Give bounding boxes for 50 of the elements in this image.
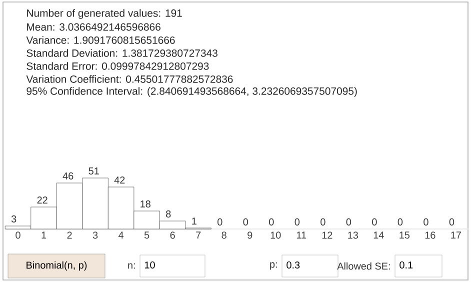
- x-tick-label: 10: [270, 232, 281, 239]
- x-tick-label: 3: [92, 232, 98, 239]
- data-label: 0: [449, 218, 454, 226]
- data-label: 18: [140, 200, 150, 208]
- data-label: 0: [320, 218, 326, 226]
- x-tick-label: 13: [348, 232, 358, 239]
- text: Binomial(n, p): [26, 261, 87, 271]
- text: n:: [128, 263, 135, 269]
- x-tick-label: 14: [374, 232, 384, 238]
- text: Standard Error: 0.09997842912807293: [26, 62, 209, 70]
- data-label: 0: [269, 218, 274, 226]
- text: 0.3: [286, 261, 300, 269]
- text: Standard Deviation: 1.381729380727343: [26, 49, 218, 57]
- x-tick-label: 9: [248, 232, 252, 239]
- x-tick-label: 2: [67, 232, 72, 239]
- data-label: 51: [88, 168, 99, 174]
- text: Mean: 3.0366492146596866: [27, 23, 160, 31]
- x-tick-label: 8: [222, 232, 226, 239]
- data-label: 0: [218, 218, 222, 226]
- x-tick-label: 7: [196, 232, 201, 238]
- text: 10: [144, 261, 155, 269]
- data-label: 0: [424, 218, 428, 226]
- data-label: 0: [398, 218, 403, 226]
- x-tick-label: 16: [425, 232, 436, 239]
- text: Variance: 1.9091760815651666: [26, 36, 175, 44]
- data-label: 0: [346, 218, 352, 226]
- x-tick-label: 11: [296, 232, 306, 238]
- data-label: 8: [166, 210, 171, 218]
- x-tick-label: 0: [16, 232, 20, 239]
- text: 0.1: [400, 261, 413, 269]
- data-label: 0: [243, 218, 248, 226]
- data-label: 0: [294, 218, 300, 226]
- text: Allowed SE:: [337, 262, 390, 270]
- x-tick-label: 4: [118, 232, 124, 238]
- text: 95% Confidence Interval: (2.840691493568664, 3.2326069357507095): [26, 87, 357, 97]
- x-tick-label: 1: [42, 232, 46, 238]
- x-tick-label: 17: [451, 232, 461, 238]
- data-label: 46: [62, 172, 74, 180]
- text: Variation Coefficient: 0.45501777882572836: [26, 75, 233, 83]
- x-tick-label: 6: [170, 232, 175, 239]
- data-label: 22: [37, 196, 48, 204]
- x-tick-label: 15: [400, 232, 410, 239]
- data-label: 1: [192, 218, 196, 224]
- text: p:: [270, 262, 277, 270]
- data-label: 3: [11, 215, 16, 222]
- x-tick-label: 12: [322, 232, 332, 239]
- data-label: 42: [114, 176, 125, 184]
- x-tick-label: 5: [144, 232, 150, 239]
- text: Number of generated values: 191: [27, 9, 182, 19]
- data-label: 0: [372, 218, 377, 226]
